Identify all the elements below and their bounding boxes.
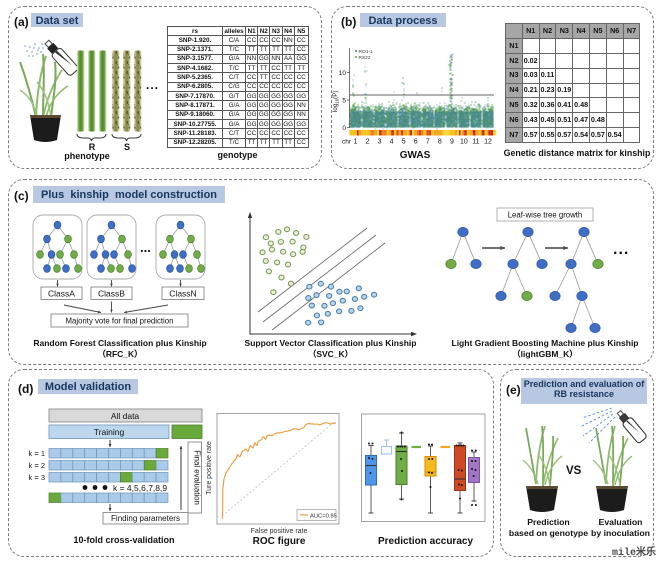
svg-text:Leaf-wise tree growth: Leaf-wise tree growth: [508, 211, 583, 220]
svg-text:4: 4: [390, 139, 394, 146]
svg-text:10: 10: [460, 139, 468, 146]
svg-text:RO1-1: RO1-1: [359, 49, 373, 55]
svg-text:Training: Training: [94, 427, 125, 437]
svg-text:ClassA: ClassA: [48, 289, 75, 299]
svg-text:Ture positive rate: Ture positive rate: [206, 441, 213, 495]
svg-text:1: 1: [354, 139, 358, 146]
svg-text:ClassB: ClassB: [98, 289, 125, 299]
svg-text:6: 6: [414, 139, 418, 146]
svg-text:k = 4,5,6,7,8,9: k = 4,5,6,7,8,9: [113, 483, 167, 493]
svg-text:Final evaluation: Final evaluation: [193, 450, 202, 505]
svg-text:Finding parameters: Finding parameters: [111, 514, 180, 523]
svg-text:k = 1: k = 1: [29, 449, 45, 458]
svg-text:2: 2: [366, 139, 370, 146]
svg-text:0: 0: [342, 125, 346, 132]
svg-text:chr: chr: [342, 139, 352, 146]
svg-text:k = 3: k = 3: [29, 473, 45, 482]
svg-text:3: 3: [378, 139, 382, 146]
svg-text:12: 12: [484, 139, 492, 146]
svg-text:...: ...: [613, 241, 629, 258]
svg-text:5: 5: [402, 139, 406, 146]
svg-text:k = 2: k = 2: [29, 461, 45, 470]
svg-text:8: 8: [438, 139, 442, 146]
svg-text:Majority vote for final predic: Majority vote for final prediction: [66, 317, 174, 326]
svg-text:log10(P): log10(P): [332, 91, 340, 112]
svg-text:11: 11: [472, 139, 479, 146]
svg-text:R: R: [89, 142, 96, 152]
svg-text:False positive rate: False positive rate: [251, 528, 308, 535]
svg-text:S: S: [124, 142, 130, 152]
svg-text:ClassN: ClassN: [169, 289, 196, 299]
svg-text:AUC=0.85: AUC=0.85: [310, 514, 337, 520]
svg-text:10: 10: [339, 70, 347, 77]
svg-text:All data: All data: [111, 411, 140, 421]
svg-text:RS22: RS22: [359, 55, 371, 61]
svg-text:VS: VS: [566, 465, 582, 477]
svg-text:9: 9: [450, 139, 454, 146]
svg-text:5: 5: [342, 98, 346, 105]
svg-text:7: 7: [426, 139, 430, 146]
svg-text:...: ...: [140, 240, 151, 255]
